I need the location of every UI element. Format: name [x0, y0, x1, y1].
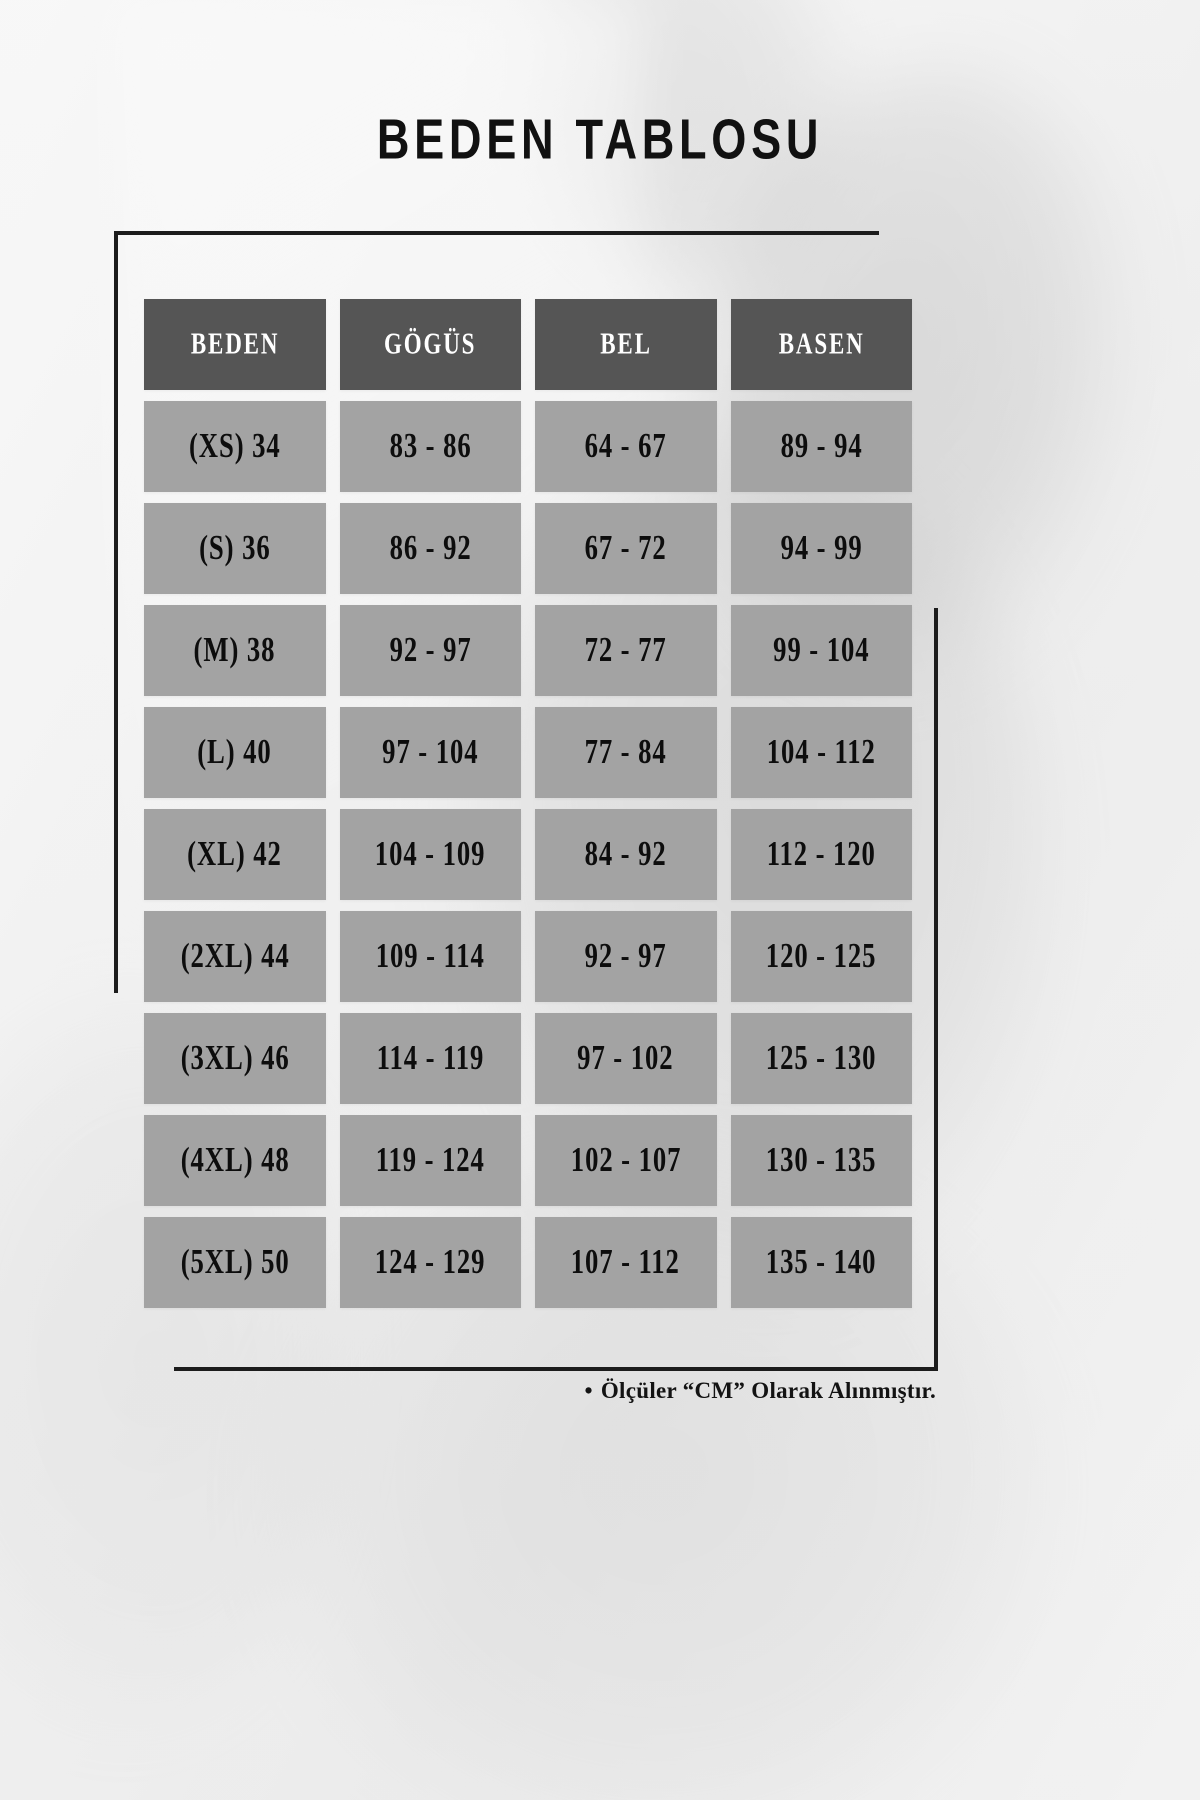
- cell-beden: (3XL) 46: [180, 1038, 290, 1078]
- cell-beden: (M) 38: [193, 630, 276, 670]
- table-row: 77 - 84: [535, 707, 717, 798]
- decor-rule-bottom: [174, 1367, 938, 1371]
- table-header-cell-beden: BEDEN: [144, 299, 326, 390]
- table-row: 86 - 92: [339, 503, 521, 594]
- table-row: 92 - 97: [339, 605, 521, 696]
- table-row: 109 - 114: [339, 911, 521, 1002]
- table-header-cell-basen: BASEN: [730, 299, 912, 390]
- table-row: 84 - 92: [535, 809, 717, 900]
- cell-gogus: 109 - 114: [375, 936, 485, 976]
- table-row: 130 - 135: [730, 1115, 912, 1206]
- table-row: 104 - 109: [339, 809, 521, 900]
- table-header-cell-gogus: GÖGÜS: [339, 299, 521, 390]
- table-header-label: BASEN: [778, 327, 865, 361]
- table-row: 99 - 104: [730, 605, 912, 696]
- cell-bel: 102 - 107: [570, 1140, 682, 1180]
- table-row: (3XL) 46: [144, 1013, 326, 1104]
- cell-beden: (S) 36: [198, 528, 271, 568]
- table-row: 94 - 99: [730, 503, 912, 594]
- footnote-text: Ölçüler “CM” Olarak Alınmıştır.: [600, 1378, 936, 1403]
- cell-basen: 94 - 99: [780, 528, 863, 568]
- table-row: 120 - 125: [730, 911, 912, 1002]
- table-row: 102 - 107: [535, 1115, 717, 1206]
- table-row: 72 - 77: [535, 605, 717, 696]
- cell-beden: (XS) 34: [188, 426, 281, 466]
- footnote: • Ölçüler “CM” Olarak Alınmıştır.: [0, 1378, 936, 1404]
- table-row: 124 - 129: [339, 1217, 521, 1308]
- table-row: 89 - 94: [730, 401, 912, 492]
- decor-rule-top: [117, 231, 879, 235]
- cell-bel: 64 - 67: [584, 426, 667, 466]
- cell-gogus: 92 - 97: [389, 630, 472, 670]
- cell-bel: 84 - 92: [584, 834, 667, 874]
- table-row: 67 - 72: [535, 503, 717, 594]
- cell-bel: 72 - 77: [584, 630, 667, 670]
- decor-rule-right: [934, 608, 938, 1370]
- cell-bel: 92 - 97: [584, 936, 667, 976]
- cell-gogus: 104 - 109: [374, 834, 486, 874]
- table-row: (XS) 34: [144, 401, 326, 492]
- bullet-icon: •: [584, 1378, 593, 1403]
- table-header-cell-bel: BEL: [535, 299, 717, 390]
- table-row: (S) 36: [144, 503, 326, 594]
- table-row: (M) 38: [144, 605, 326, 696]
- cell-gogus: 97 - 104: [382, 732, 479, 772]
- cell-basen: 135 - 140: [765, 1242, 877, 1282]
- table-row: 104 - 112: [730, 707, 912, 798]
- table-row: (5XL) 50: [144, 1217, 326, 1308]
- cell-basen: 125 - 130: [765, 1038, 877, 1078]
- table-row: (L) 40: [144, 707, 326, 798]
- cell-bel: 97 - 102: [577, 1038, 674, 1078]
- cell-gogus: 119 - 124: [375, 1140, 485, 1180]
- table-row: (XL) 42: [144, 809, 326, 900]
- cell-gogus: 83 - 86: [389, 426, 472, 466]
- cell-basen: 130 - 135: [765, 1140, 877, 1180]
- table-header-label: BEDEN: [190, 327, 279, 361]
- table-row: (4XL) 48: [144, 1115, 326, 1206]
- table-row: (2XL) 44: [144, 911, 326, 1002]
- table-row: 97 - 102: [535, 1013, 717, 1104]
- cell-basen: 112 - 120: [766, 834, 876, 874]
- table-row: 83 - 86: [339, 401, 521, 492]
- table-row: 135 - 140: [730, 1217, 912, 1308]
- cell-basen: 99 - 104: [773, 630, 870, 670]
- cell-gogus: 86 - 92: [389, 528, 472, 568]
- table-header-label: GÖGÜS: [384, 327, 477, 361]
- cell-bel: 67 - 72: [584, 528, 667, 568]
- cell-beden: (XL) 42: [187, 834, 283, 874]
- cell-basen: 104 - 112: [766, 732, 876, 772]
- cell-bel: 107 - 112: [571, 1242, 681, 1282]
- cell-basen: 89 - 94: [780, 426, 863, 466]
- cell-beden: (4XL) 48: [180, 1140, 290, 1180]
- table-row: 112 - 120: [730, 809, 912, 900]
- decor-rule-left: [114, 231, 118, 993]
- table-row: 119 - 124: [339, 1115, 521, 1206]
- cell-beden: (L) 40: [197, 732, 272, 772]
- table-row: 64 - 67: [535, 401, 717, 492]
- table-header-label: BEL: [599, 327, 652, 361]
- cell-beden: (2XL) 44: [180, 936, 290, 976]
- table-row: 97 - 104: [339, 707, 521, 798]
- size-table: BEDEN GÖGÜS BEL BASEN (XS) 34 83 - 86 64…: [144, 299, 912, 1308]
- cell-gogus: 124 - 129: [374, 1242, 486, 1282]
- table-row: 92 - 97: [535, 911, 717, 1002]
- table-row: 114 - 119: [339, 1013, 521, 1104]
- cell-gogus: 114 - 119: [376, 1038, 485, 1078]
- table-row: 107 - 112: [535, 1217, 717, 1308]
- cell-basen: 120 - 125: [765, 936, 877, 976]
- cell-beden: (5XL) 50: [180, 1242, 290, 1282]
- table-row: 125 - 130: [730, 1013, 912, 1104]
- page-title: BEDEN TABLOSU: [376, 109, 824, 172]
- cell-bel: 77 - 84: [584, 732, 667, 772]
